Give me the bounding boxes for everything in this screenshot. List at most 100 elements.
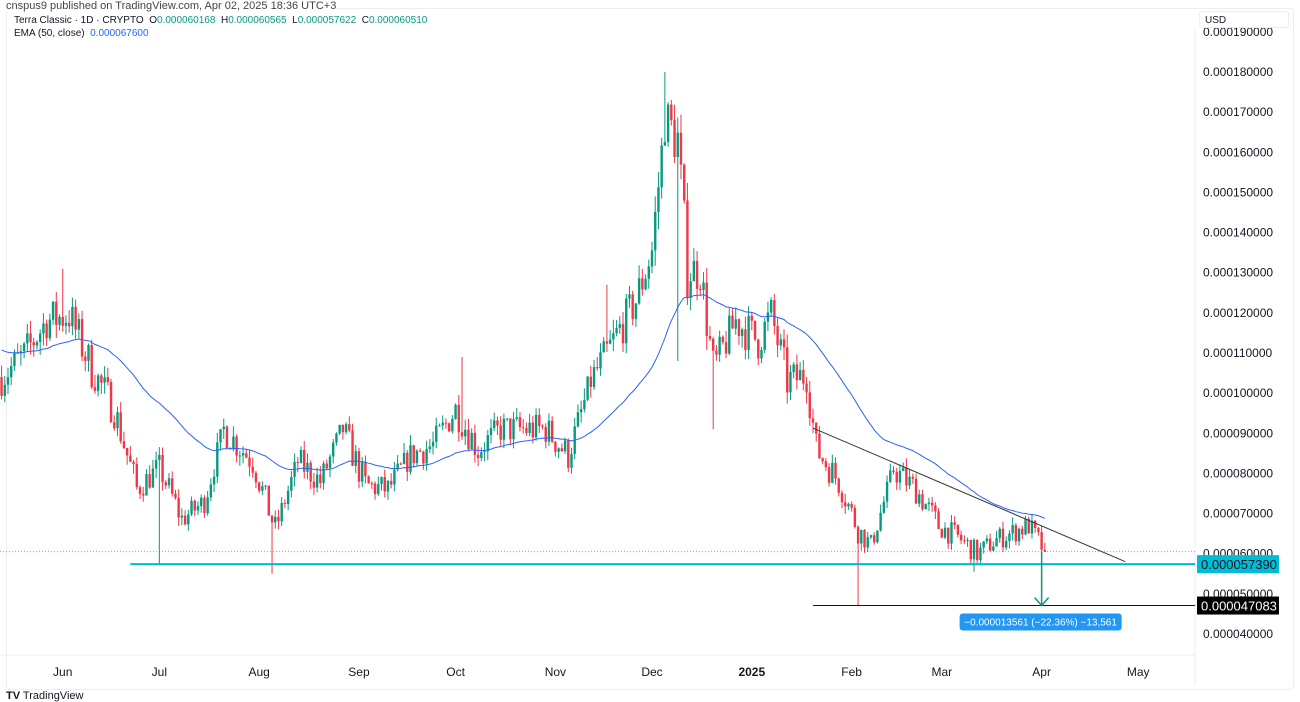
candle-body xyxy=(605,341,609,344)
candle-body xyxy=(373,483,377,495)
candle-body xyxy=(525,427,528,434)
candle-body xyxy=(901,467,905,471)
candle-body xyxy=(554,441,557,452)
candle-body xyxy=(808,392,811,419)
candle-body xyxy=(196,506,200,511)
time-tick: Jun xyxy=(53,665,72,679)
time-tick: Sep xyxy=(348,665,370,679)
time-tick: Apr xyxy=(1032,665,1051,679)
candle-body xyxy=(689,281,692,298)
candle-body xyxy=(406,452,409,472)
candle-body xyxy=(805,383,808,393)
candle-body xyxy=(135,464,138,488)
high-label: H xyxy=(220,15,229,26)
price-tick: 0.000110000 xyxy=(1203,346,1273,360)
candle-body xyxy=(122,441,126,448)
candle-body xyxy=(206,497,209,514)
candle-body xyxy=(167,478,171,486)
candle-body xyxy=(348,424,351,431)
candle-body xyxy=(77,319,81,330)
candle-body xyxy=(840,492,844,503)
price-tick: 0.000130000 xyxy=(1203,266,1273,280)
candle-body xyxy=(22,343,26,352)
candle-body xyxy=(1014,525,1018,542)
currency-selector[interactable]: USD xyxy=(1199,11,1289,28)
candle-body xyxy=(35,342,39,346)
candle-body xyxy=(270,515,274,523)
candle-body xyxy=(460,432,464,437)
candle-body xyxy=(882,501,886,513)
candle-body xyxy=(905,467,908,486)
candle-body xyxy=(686,200,689,298)
candle-body xyxy=(367,476,370,484)
candle-body xyxy=(930,502,934,506)
candle-body xyxy=(6,377,10,385)
candle-body xyxy=(798,369,802,381)
candle-body xyxy=(641,278,644,290)
candle-body xyxy=(985,538,989,542)
candle-body xyxy=(309,462,312,482)
candle-body xyxy=(55,301,58,325)
candle-body xyxy=(853,507,857,527)
candle-body xyxy=(245,453,248,458)
candle-body xyxy=(315,474,319,488)
time-tick: Nov xyxy=(545,665,566,679)
time-tick: Mar xyxy=(931,665,952,679)
candle-body xyxy=(412,445,415,464)
candle-body xyxy=(312,481,316,488)
candle-body xyxy=(209,484,213,498)
candle-body xyxy=(1030,520,1034,534)
candle-body xyxy=(303,449,306,472)
time-tick: May xyxy=(1127,665,1150,679)
published-caption: cnspus9 published on TradingView.com, Ap… xyxy=(6,0,337,12)
candle-body xyxy=(718,336,721,355)
candle-body xyxy=(264,485,267,487)
candle-body xyxy=(447,423,451,432)
candle-body xyxy=(811,418,815,423)
candle-body xyxy=(267,485,271,516)
candle-body xyxy=(496,420,499,426)
candle-body xyxy=(776,326,779,346)
candle-body xyxy=(109,382,113,423)
candle-body xyxy=(1021,528,1024,535)
candle-body xyxy=(608,339,612,344)
candle-body xyxy=(847,503,850,507)
candle-body xyxy=(786,347,789,393)
candle-body xyxy=(489,427,493,436)
candle-body xyxy=(705,282,708,337)
candle-body xyxy=(850,503,853,508)
candle-body xyxy=(151,468,155,488)
candle-body xyxy=(254,472,258,483)
candle-body xyxy=(335,433,338,443)
candle-body xyxy=(744,329,747,350)
candle-body xyxy=(158,454,161,461)
candle-body xyxy=(995,538,998,547)
candle-body xyxy=(480,452,483,459)
candle-body xyxy=(402,452,406,464)
candle-body xyxy=(541,425,544,427)
support-price-label: 0.000057390 xyxy=(1201,557,1277,572)
candle-body xyxy=(679,132,683,165)
candle-body xyxy=(177,498,180,518)
ema-label: EMA (50, close) xyxy=(14,28,85,39)
brand-name: TradingView xyxy=(22,690,84,702)
candle-body xyxy=(389,480,393,485)
candle-body xyxy=(96,375,100,391)
candle-body xyxy=(895,471,898,483)
candle-body xyxy=(660,145,663,188)
candle-body xyxy=(737,319,741,337)
candle-body xyxy=(90,344,93,388)
candle-body xyxy=(802,369,805,384)
candle-body xyxy=(119,412,122,442)
candle-body xyxy=(538,414,541,426)
price-tick: 0.000180000 xyxy=(1203,65,1273,79)
time-tick: Feb xyxy=(841,665,862,679)
candle-body xyxy=(148,474,151,488)
candle-body xyxy=(943,527,947,538)
candle-body xyxy=(615,327,618,334)
candle-body xyxy=(470,432,473,450)
candle-body xyxy=(976,539,979,561)
candle-body xyxy=(947,527,950,544)
candle-body xyxy=(444,422,448,424)
